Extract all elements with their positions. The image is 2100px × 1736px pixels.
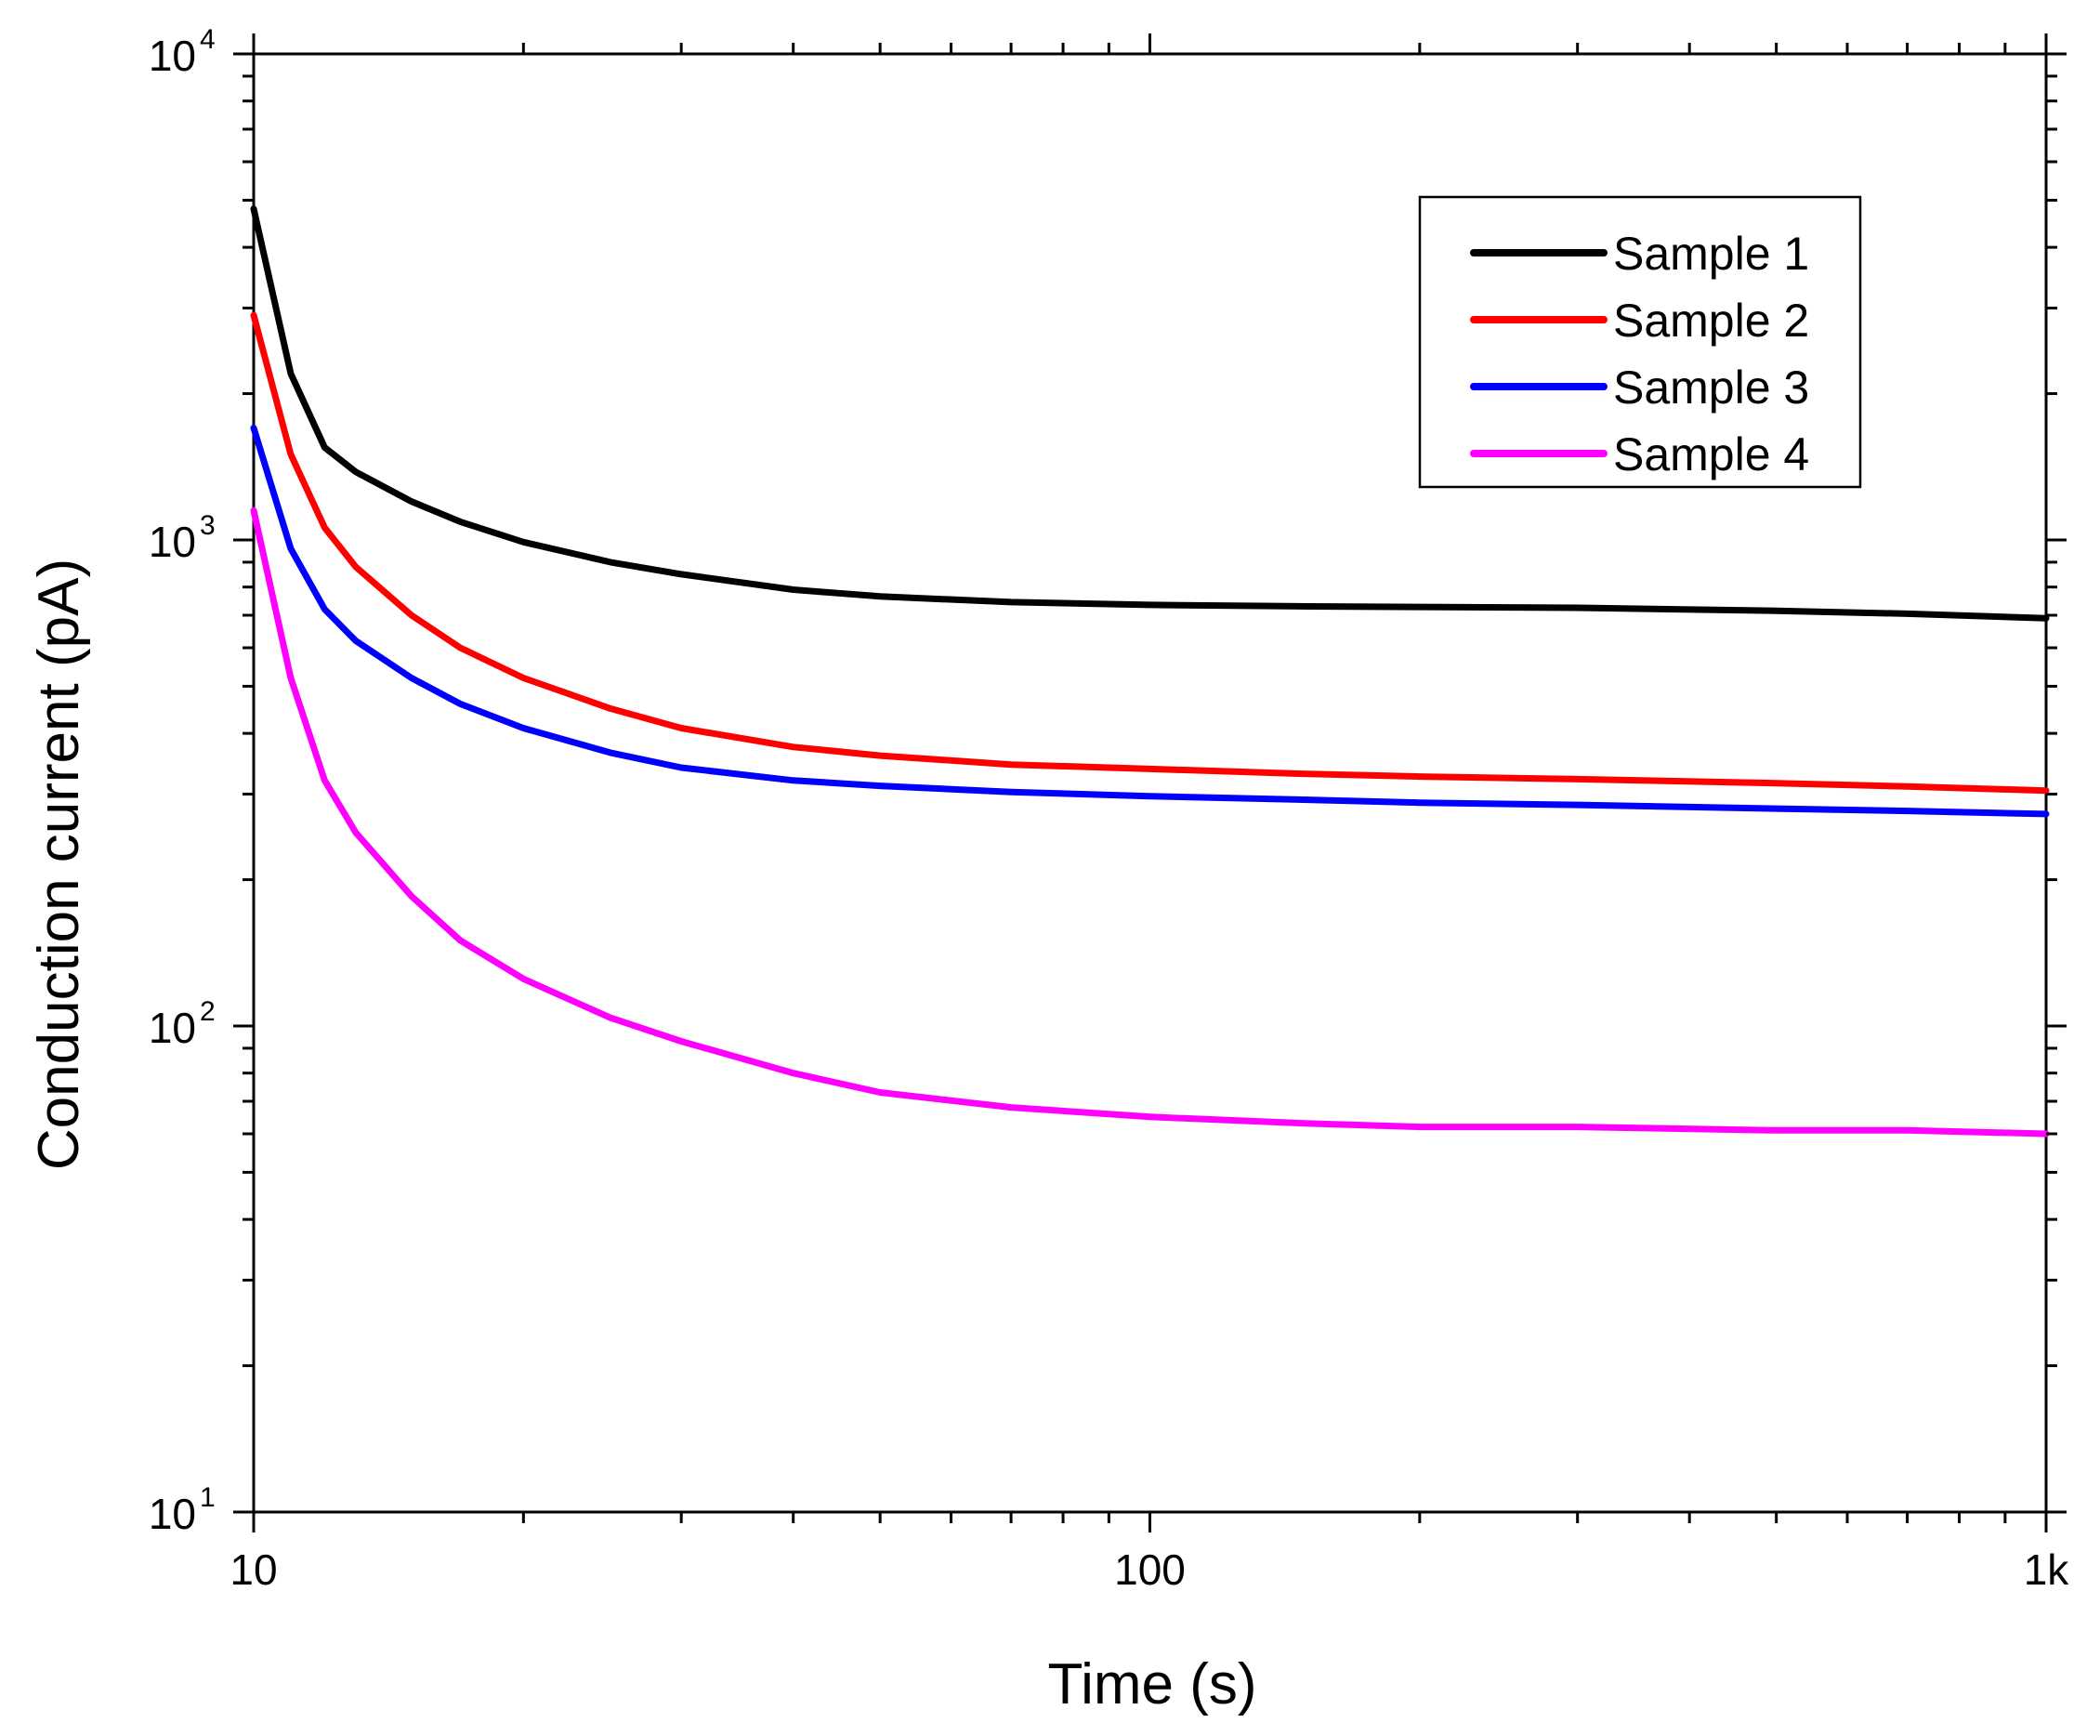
series-lines xyxy=(250,205,2050,1138)
y-axis-title: Conduction current (pA) xyxy=(27,559,91,1170)
y-tick-label: 10 xyxy=(149,518,196,566)
x-tick-label: 10 xyxy=(230,1545,277,1594)
x-tick-label: 100 xyxy=(1114,1545,1186,1594)
y-tick-label: 10 xyxy=(149,1004,196,1052)
y-tick-label: 10 xyxy=(149,1490,196,1538)
legend: Sample 1 Sample 2 Sample 3 Sample 4 xyxy=(1418,195,1862,489)
series-line-sample-3 xyxy=(250,425,2050,818)
y-tick-exponent: 1 xyxy=(200,1482,216,1513)
y-tick-exponent: 3 xyxy=(200,510,216,541)
legend-box xyxy=(1418,195,1862,489)
y-tick-exponent: 4 xyxy=(200,24,216,55)
legend-label-sample-2: Sample 2 xyxy=(1613,295,1809,347)
y-tick-exponent: 2 xyxy=(200,996,216,1027)
series-line-sample-2 xyxy=(250,311,2050,795)
legend-label-sample-3: Sample 3 xyxy=(1613,362,1809,414)
series-line-sample-1 xyxy=(250,205,2050,622)
y-tick-label: 10 xyxy=(149,32,196,80)
x-tick-label: 1k xyxy=(2024,1545,2070,1594)
series-line-sample-4 xyxy=(250,506,2050,1138)
x-axis-title: Time (s) xyxy=(1048,1652,1257,1716)
legend-label-sample-4: Sample 4 xyxy=(1613,428,1809,480)
legend-label-sample-1: Sample 1 xyxy=(1613,228,1809,280)
